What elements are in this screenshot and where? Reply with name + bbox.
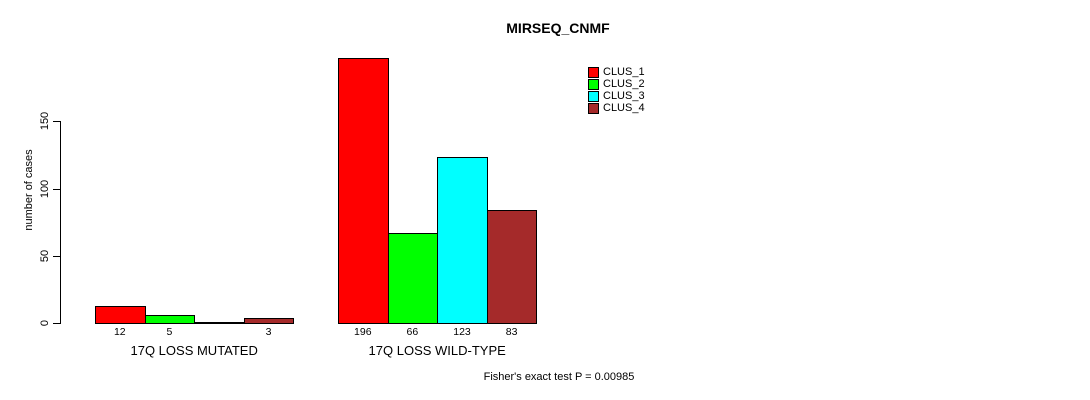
bar-value-label: 196 bbox=[354, 326, 372, 338]
legend-item: CLUS_4 bbox=[588, 102, 645, 114]
bar-clus_3 bbox=[437, 157, 488, 324]
legend: CLUS_1 CLUS_2 CLUS_3 CLUS_4 bbox=[588, 66, 645, 114]
legend-label: CLUS_3 bbox=[603, 90, 645, 102]
legend-color-swatch bbox=[588, 66, 599, 78]
bar-value-label: 66 bbox=[406, 326, 419, 338]
bar-value-label: 123 bbox=[453, 326, 471, 338]
bar-clus_3 bbox=[194, 322, 245, 324]
group-label: 17Q LOSS MUTATED bbox=[130, 343, 258, 358]
legend-item: CLUS_2 bbox=[588, 78, 645, 90]
footnote: Fisher's exact test P = 0.00985 bbox=[483, 371, 635, 383]
y-tick-mark bbox=[53, 121, 60, 123]
bar-value-label: 3 bbox=[265, 326, 272, 338]
y-tick-label: 150 bbox=[39, 112, 51, 131]
y-tick-mark bbox=[53, 188, 60, 190]
bar-clus_4 bbox=[243, 318, 295, 324]
y-tick-mark bbox=[53, 323, 60, 324]
y-tick-label: 0 bbox=[39, 319, 51, 327]
chart-title: MIRSEQ_CNMF bbox=[506, 20, 610, 36]
legend-color-swatch bbox=[588, 90, 599, 102]
legend-label: CLUS_2 bbox=[603, 78, 645, 90]
bar-value-label: 5 bbox=[166, 326, 173, 338]
legend-label: CLUS_1 bbox=[603, 66, 645, 78]
legend-color-swatch bbox=[588, 102, 599, 114]
y-tick-label: 50 bbox=[39, 249, 51, 262]
y-tick-label: 100 bbox=[39, 179, 51, 198]
legend-item: CLUS_1 bbox=[588, 66, 645, 78]
bar-clus_1 bbox=[338, 58, 389, 324]
legend-color-swatch bbox=[588, 78, 599, 90]
bar-clus_2 bbox=[387, 233, 439, 324]
bar-value-label: 12 bbox=[113, 326, 126, 338]
bar-value-label: 83 bbox=[505, 326, 518, 338]
y-axis-label: number of cases bbox=[23, 149, 35, 231]
group-label: 17Q LOSS WILD-TYPE bbox=[368, 343, 506, 358]
y-tick-mark bbox=[53, 255, 60, 257]
y-axis-line bbox=[60, 121, 61, 324]
bar-clus_2 bbox=[144, 315, 196, 324]
legend-item: CLUS_3 bbox=[588, 90, 645, 102]
bar-clus_4 bbox=[486, 210, 538, 324]
bar-clus_1 bbox=[95, 306, 146, 324]
legend-label: CLUS_4 bbox=[603, 102, 645, 114]
